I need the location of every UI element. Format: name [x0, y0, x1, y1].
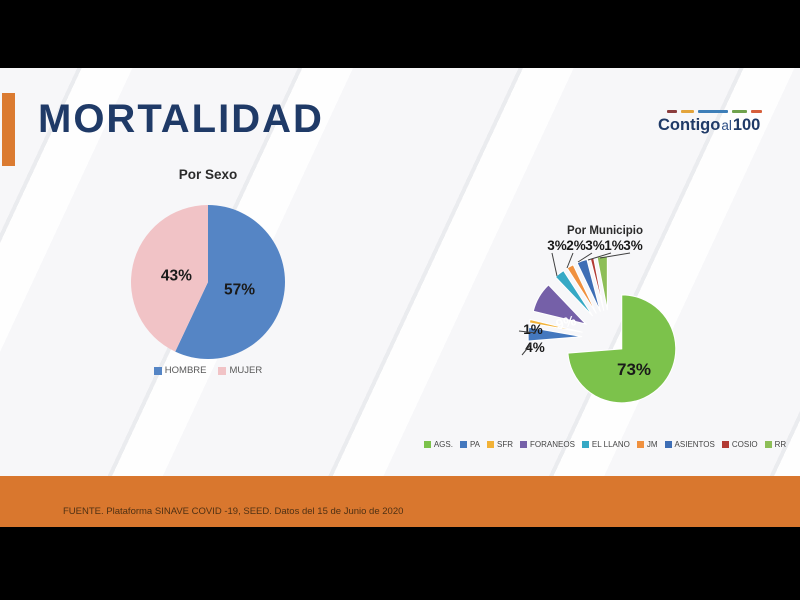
label-leader-line [566, 252, 574, 269]
title-accent-bar [2, 93, 15, 166]
label-leader-line [551, 252, 558, 277]
pie-slice-hombre [175, 205, 285, 359]
pie-slice-asientos [576, 258, 601, 312]
label-leader-line [577, 252, 593, 263]
legend-por-municipio: AGS. PA SFR FORANEOS EL LLANO JM ASIENTOS COSIO… [423, 440, 786, 449]
pie-slice-foraneos [532, 284, 588, 325]
logo-dash [751, 110, 762, 113]
legend-swatch [487, 441, 495, 448]
legend-label: JM [646, 440, 658, 449]
label-leader-line [599, 252, 631, 259]
legend-swatch [664, 441, 672, 448]
pie-data-label: 4% [525, 340, 545, 355]
pie-chart-por-municipio: 73%4%1% 9%3% 2% 3% 1% 3% [518, 238, 677, 404]
slide: MORTALIDAD Contigoal100 Por Sexo 57% 43% … [0, 68, 800, 527]
logo-text: Contigoal100 [658, 116, 778, 135]
legend-label: COSIO [731, 440, 758, 449]
pie-data-label: 3% [547, 238, 567, 253]
legend-item-ags-: AGS. [423, 440, 453, 449]
label-leader-line [518, 330, 537, 334]
legend-item-pa: PA [459, 440, 481, 449]
legend-item-sfr: SFR [487, 440, 513, 449]
pie-slice-sfr [528, 318, 583, 333]
legend-swatch [520, 441, 528, 448]
legend-item-mujer: MUJER [218, 365, 262, 376]
logo-word-100: 100 [732, 116, 761, 134]
pie-data-label: 2% [566, 238, 586, 253]
legend-item-foraneos: FORANEOS [520, 440, 575, 449]
legend-label: AGS. [433, 440, 453, 449]
logo-dash [732, 110, 747, 113]
pie-data-label: 1% [604, 238, 624, 253]
legend-item-jm: JM [636, 440, 658, 449]
legend-swatch [764, 441, 772, 448]
legend-item-cosio: COSIO [721, 440, 758, 449]
footer-source-text: FUENTE. Plataforma SINAVE COVID -19, SEE… [63, 506, 404, 517]
legend-item-el-llano: EL LLANO [581, 440, 630, 449]
legend-item-hombre: HOMBRE [153, 365, 207, 376]
logo-dash [681, 110, 694, 113]
footer-band: FUENTE. Plataforma SINAVE COVID -19, SEE… [0, 476, 800, 527]
legend-label: EL LLANO [591, 440, 630, 449]
label-leader-line [521, 343, 532, 356]
pie-slice-cosio [589, 257, 605, 311]
pie-data-label: 57% [224, 282, 255, 299]
legend-swatch [423, 441, 431, 448]
pie-data-label: 1% [523, 322, 543, 337]
pie-data-label: 3% [585, 238, 605, 253]
logo-dash [667, 110, 677, 113]
legend-item-asientos: ASIENTOS [664, 440, 715, 449]
legend-swatch [636, 441, 644, 448]
legend-item-rr: RR [764, 440, 787, 449]
legend-label: RR [774, 440, 787, 449]
logo-word-contigo: Contigo [658, 116, 721, 134]
legend-label: PA [469, 440, 481, 449]
legend-swatch [721, 441, 729, 448]
chart-title-por-municipio: Por Municipio [566, 225, 644, 237]
pie-data-label: 43% [161, 267, 192, 284]
pie-slice-jm [566, 264, 597, 314]
pie-data-label: 73% [617, 360, 651, 379]
logo-dashes-icon [667, 110, 778, 113]
pie-slice-mujer [131, 205, 208, 352]
legend-label: FORANEOS [530, 440, 575, 449]
label-leader-line [587, 252, 612, 261]
pie-slice-ags- [567, 294, 677, 404]
legend-swatch [581, 441, 589, 448]
pie-slice-pa [527, 326, 583, 342]
legend-por-sexo: HOMBRE MUJER [108, 365, 308, 376]
logo-dash [698, 110, 728, 113]
legend-swatch [218, 366, 227, 375]
contigo-al-100-logo: Contigoal100 [658, 110, 778, 135]
pie-data-label: 9% [554, 312, 578, 333]
legend-swatch [459, 441, 467, 448]
legend-label: SFR [497, 440, 514, 449]
legend-label: ASIENTOS [674, 440, 715, 449]
legend-label: MUJER [229, 365, 263, 376]
chart-title-por-sexo: Por Sexo [178, 167, 238, 182]
pie-data-label: 3% [623, 238, 643, 253]
pie-slice-el-llano [554, 269, 594, 317]
legend-label: HOMBRE [164, 365, 207, 376]
pie-chart-por-sexo: 57% 43% [131, 205, 285, 359]
logo-word-al: al [721, 118, 732, 133]
legend-swatch [153, 366, 162, 375]
page-title: MORTALIDAD [38, 97, 324, 141]
